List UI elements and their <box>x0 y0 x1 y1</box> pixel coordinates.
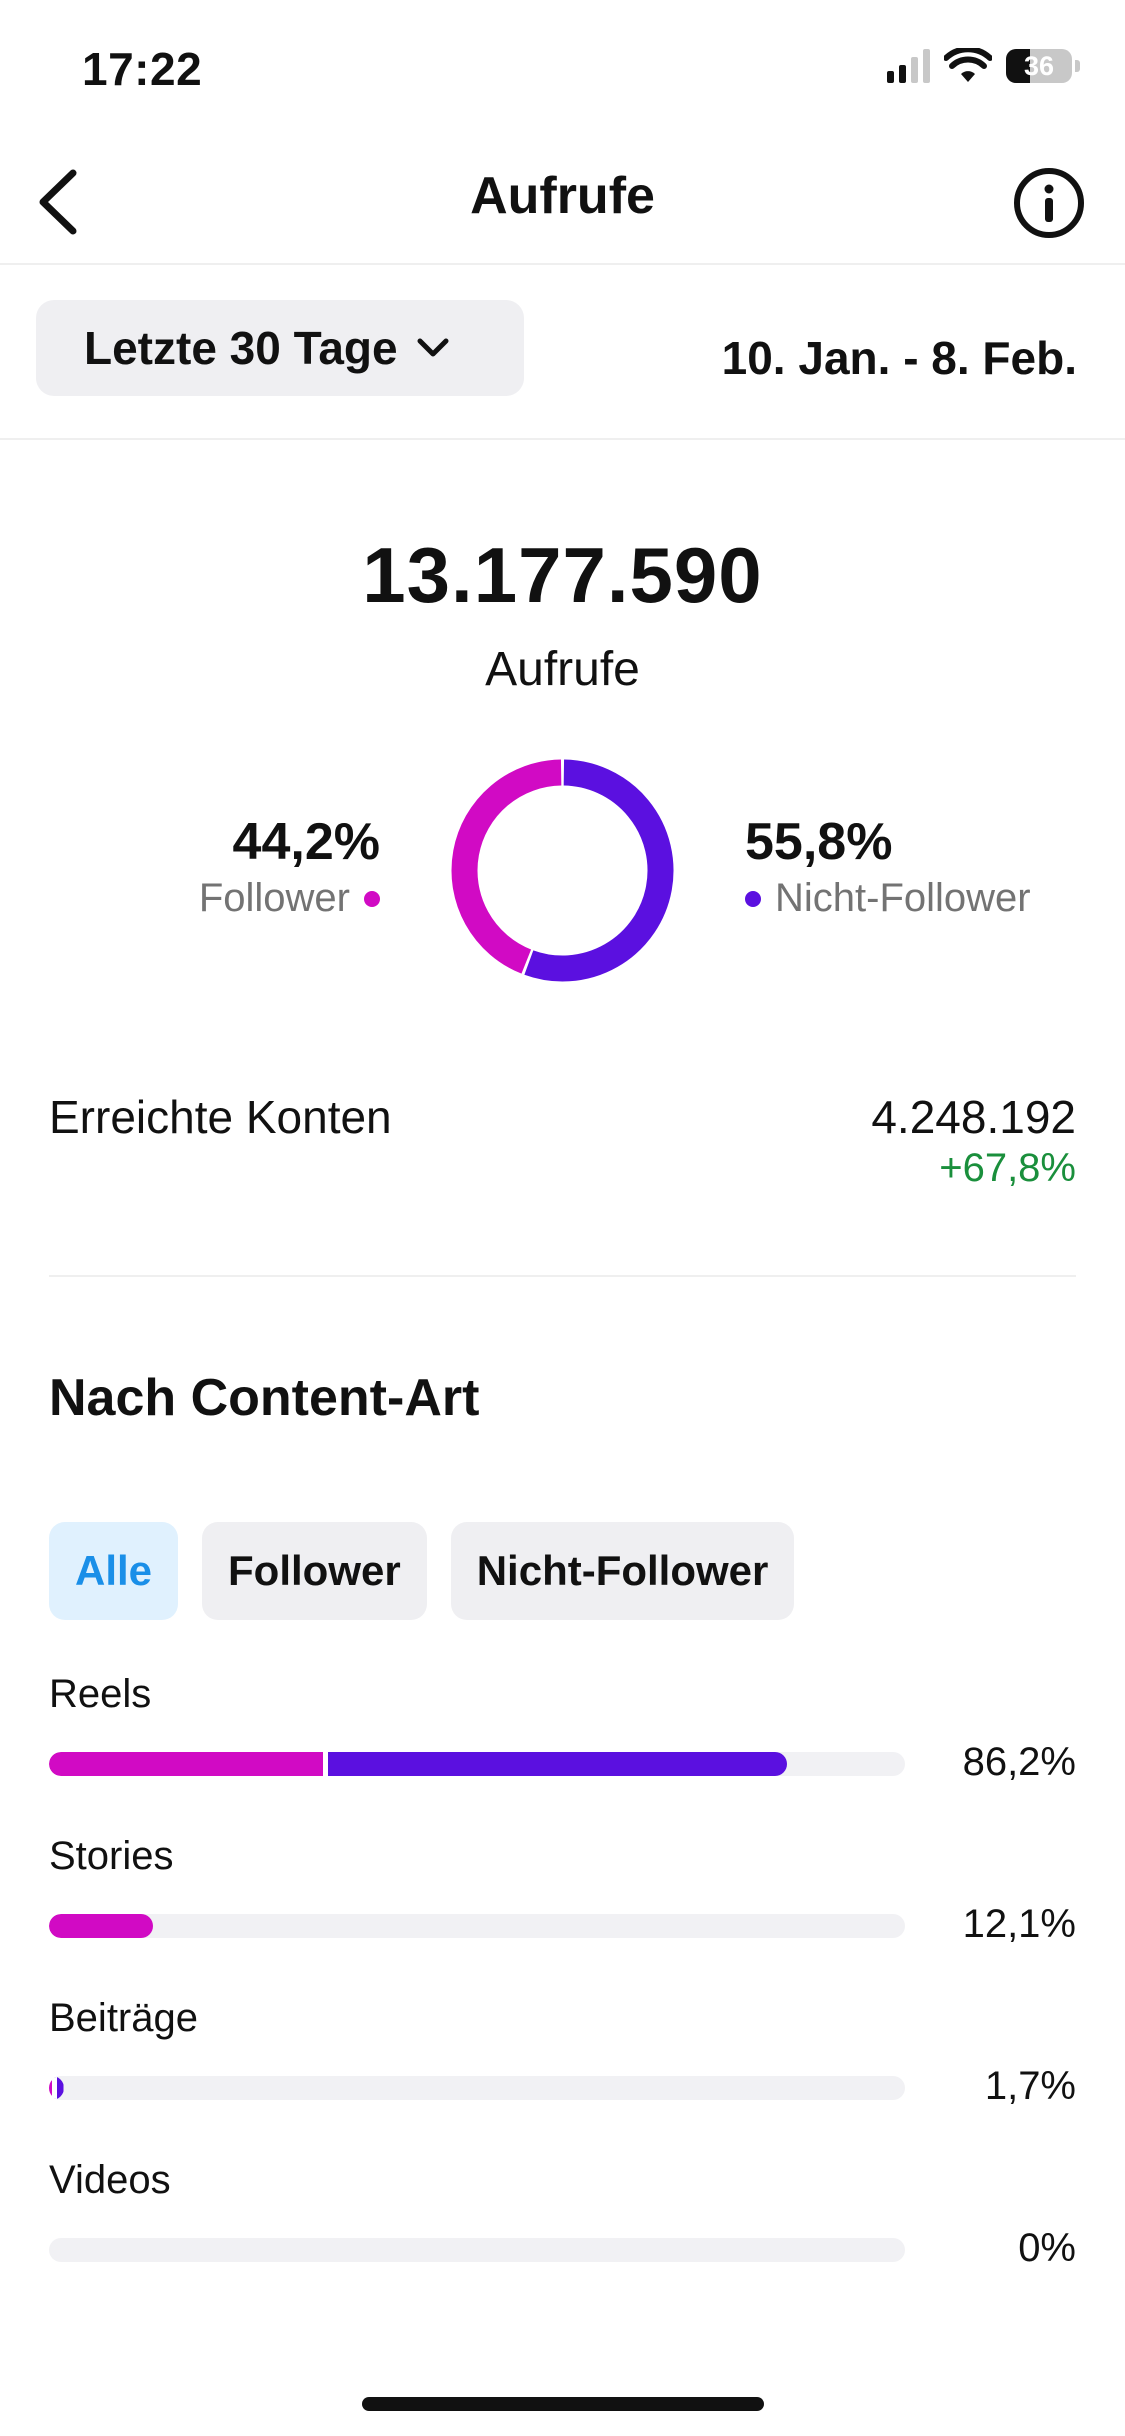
content-row-percentage: 0% <box>1018 2226 1076 2270</box>
content-row-beitraege: Beiträge 1,7% <box>49 1996 1076 2108</box>
tab-follower[interactable]: Follower <box>202 1522 427 1620</box>
content-row-percentage: 12,1% <box>962 1902 1076 1946</box>
info-circle-icon[interactable] <box>1011 165 1087 241</box>
non-follower-legend-label: Nicht-Follower <box>775 876 1031 920</box>
donut-segment-follower <box>451 759 562 974</box>
non-follower-dot <box>745 890 761 907</box>
content-bar-track <box>49 2076 905 2100</box>
chevron-down-icon <box>417 338 449 357</box>
non-follower-legend: Nicht-Follower <box>745 876 1031 921</box>
battery-icon: 36 <box>1006 49 1080 83</box>
content-row-label: Stories <box>49 1834 174 1878</box>
follower-percentage: 44,2% <box>232 813 380 871</box>
follower-dot <box>364 890 380 907</box>
page-title: Aufrufe <box>470 167 655 225</box>
content-type-title: Nach Content-Art <box>49 1369 480 1427</box>
back-button[interactable] <box>22 162 92 242</box>
tab-alle[interactable]: Alle <box>49 1522 179 1620</box>
bar-segment-follower <box>49 1752 323 1776</box>
bar-segment-follower <box>49 2076 52 2100</box>
reached-accounts-value: 4.248.192 <box>871 1091 1076 1143</box>
content-row-reels: Reels 86,2% <box>49 1672 1076 1784</box>
status-time: 17:22 <box>82 43 203 95</box>
total-views-label: Aufrufe <box>485 643 640 696</box>
content-bar-track <box>49 1914 905 1938</box>
content-type-tabs: Alle Follower Nicht-Follower <box>49 1522 795 1620</box>
content-row-label: Reels <box>49 1672 152 1716</box>
non-follower-stat: 55,8% Nicht-Follower <box>745 812 1031 921</box>
follower-legend-label: Follower <box>198 876 350 920</box>
chevron-left-icon <box>39 169 77 235</box>
tab-nicht-follower[interactable]: Nicht-Follower <box>450 1522 795 1620</box>
status-icons: 36 <box>887 48 1080 84</box>
follower-stat: 44,2% Follower <box>199 812 380 921</box>
signal-icon <box>887 49 930 83</box>
reached-accounts-delta: +67,8% <box>939 1146 1076 1190</box>
home-indicator[interactable] <box>362 2397 764 2411</box>
date-range-row: Letzte 30 Tage 10. Jan. - 8. Feb. <box>0 265 1125 440</box>
bar-segment-non-follower <box>322 1752 787 1776</box>
total-views-value: 13.177.590 <box>362 531 763 619</box>
reached-accounts-label: Erreichte Konten <box>49 1091 392 1143</box>
date-range-label: Letzte 30 Tage <box>84 322 398 374</box>
content-row-label: Beiträge <box>49 1996 198 2040</box>
content-row-percentage: 1,7% <box>984 2064 1076 2108</box>
non-follower-percentage: 55,8% <box>745 813 893 871</box>
section-divider <box>49 1275 1076 1277</box>
content-row-videos: Videos 0% <box>49 2158 1076 2270</box>
donut-segment-non-follower <box>524 759 674 982</box>
content-row-label: Videos <box>49 2158 171 2202</box>
content-row-stories: Stories 12,1% <box>49 1834 1076 1946</box>
content-row-percentage: 86,2% <box>962 1740 1076 1784</box>
content-bar-track <box>49 1752 905 1776</box>
date-range-dropdown[interactable]: Letzte 30 Tage <box>36 300 524 396</box>
date-range-text: 10. Jan. - 8. Feb. <box>721 332 1077 384</box>
wifi-icon <box>944 48 992 82</box>
content-bar-track <box>49 2238 905 2262</box>
bar-segment-follower <box>49 1914 153 1938</box>
battery-level: 36 <box>1023 51 1055 81</box>
bar-segment-non-follower <box>51 2076 64 2100</box>
audience-donut-chart <box>451 759 674 982</box>
follower-legend: Follower <box>199 876 380 921</box>
nav-bar: Aufrufe <box>0 140 1125 265</box>
